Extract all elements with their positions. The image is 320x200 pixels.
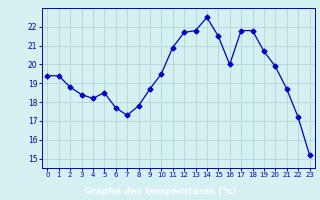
Text: Graphe des températures (°c): Graphe des températures (°c) xyxy=(84,186,236,196)
